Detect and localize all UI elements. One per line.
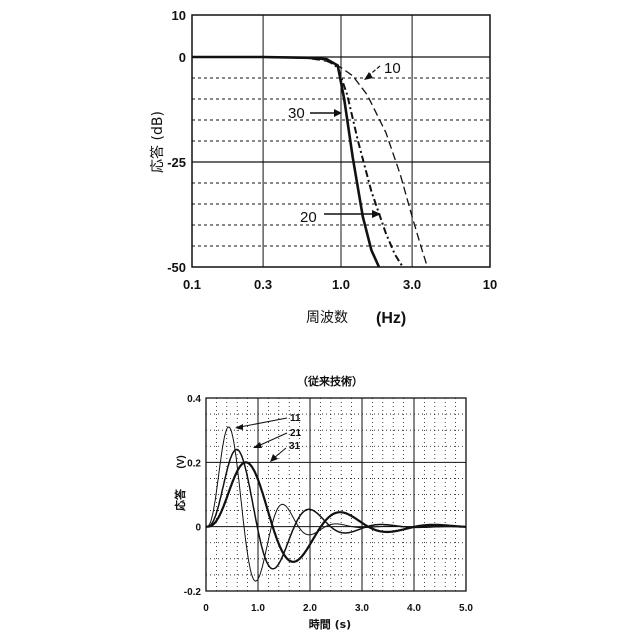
x-tick-labels: 0 1.0 2.0 3.0 4.0 5.0	[203, 603, 473, 614]
y-axis-label: 応答 (dB)	[149, 111, 166, 173]
series-line-21	[206, 450, 466, 569]
series-line-31	[206, 462, 466, 562]
x-tick-label: 1.0	[251, 603, 265, 614]
x-tick-label: 0.1	[183, 277, 201, 292]
y-tick-label: 0	[179, 50, 186, 65]
series-group	[206, 427, 466, 581]
series-line-11	[206, 427, 466, 581]
x-axis-unit: (Hz)	[376, 310, 406, 327]
y-axis-label: 応答	[173, 488, 187, 511]
x-tick-label: 0	[203, 603, 209, 614]
y-tick-label: -50	[167, 260, 186, 275]
y-axis-unit: (V)	[176, 455, 187, 468]
y-tick-label: -0.2	[184, 587, 202, 598]
annotation-31: 31	[289, 441, 301, 452]
annotation-10: 10	[384, 60, 401, 77]
annotation-10-arrowhead	[364, 72, 373, 80]
x-tick-label: 2.0	[303, 603, 317, 614]
x-axis-label: 時間 (s)	[309, 617, 351, 631]
y-tick-labels: 10 0 -25 -50	[167, 8, 186, 275]
annotation-11: 11	[290, 413, 301, 424]
x-tick-labels: 0.1 0.3 1.0 3.0 10	[183, 277, 497, 292]
x-tick-label: 1.0	[332, 277, 350, 292]
x-tick-label: 5.0	[459, 603, 473, 614]
annotation-21-arrow	[258, 433, 287, 446]
y-tick-label: 0.4	[187, 394, 201, 405]
time-response-chart: （従来技術） 01.02.03.04.05.0 0.40.20-0.2 応答 (…	[173, 374, 473, 631]
y-tick-label: 0	[195, 523, 201, 534]
x-tick-label: 3.0	[355, 603, 369, 614]
annotation-31-arrow	[274, 448, 286, 458]
frequency-response-chart: 0.1 0.3 1.0 3.0 10 10 0 -25 -50 応答 (dB) 周波数 (Hz…	[149, 8, 497, 327]
chart-title: （従来技術）	[297, 374, 363, 388]
y-tick-label: 10	[172, 8, 186, 23]
x-tick-label: 0.3	[254, 277, 272, 292]
x-axis-label: 周波数	[306, 310, 348, 326]
grid	[192, 15, 490, 267]
y-tick-label: -25	[167, 155, 186, 170]
grid	[206, 398, 466, 591]
x-tick-label: 10	[483, 277, 497, 292]
annotation-20: 20	[300, 209, 317, 226]
y-tick-label: 0.2	[187, 458, 201, 469]
x-tick-label: 3.0	[403, 277, 421, 292]
annotation-30: 30	[288, 105, 305, 122]
annotation-11-arrowhead	[235, 424, 243, 430]
annotation-21: 21	[290, 428, 302, 439]
annotation-11-arrow	[240, 418, 287, 427]
x-tick-label: 4.0	[407, 603, 421, 614]
